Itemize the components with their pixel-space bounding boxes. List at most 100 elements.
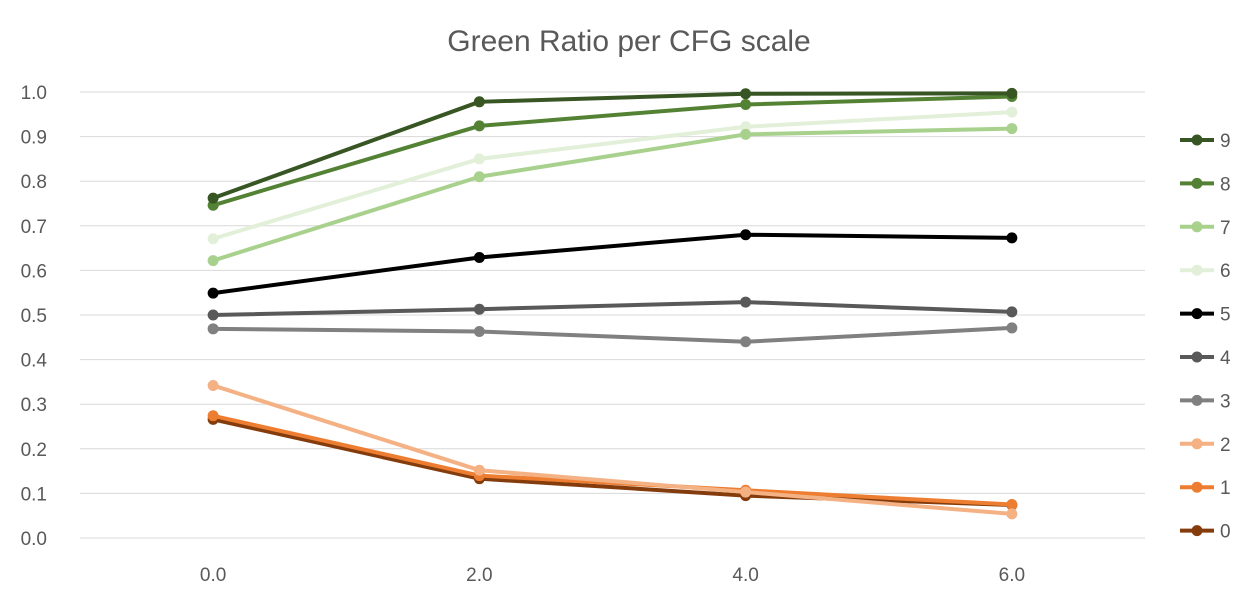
series-4 <box>207 296 1018 321</box>
data-point-5-1 <box>473 251 485 263</box>
data-point-3-1 <box>473 326 485 338</box>
series-2 <box>207 379 1018 520</box>
legend-label: 2 <box>1220 435 1231 456</box>
legend-label: 9 <box>1220 131 1231 152</box>
y-tick-label: 0.1 <box>21 484 47 505</box>
legend-label: 8 <box>1220 174 1231 195</box>
y-tick-label: 0.6 <box>21 261 47 282</box>
series-9 <box>207 87 1018 204</box>
data-point-5-3 <box>1006 232 1018 244</box>
series-1 <box>207 410 1018 511</box>
series-3 <box>207 322 1018 348</box>
legend-item-4: 4 <box>1180 348 1231 369</box>
series-line-8 <box>211 94 1014 208</box>
y-tick-label: 0.3 <box>21 395 47 416</box>
legend-label: 7 <box>1220 218 1231 239</box>
series-lines <box>207 87 1018 520</box>
legend-swatch-marker <box>1191 221 1203 233</box>
data-point-3-2 <box>740 336 752 348</box>
legend-swatch-marker <box>1191 264 1203 276</box>
series-6 <box>207 106 1018 245</box>
x-tick-label: 0.0 <box>200 565 226 586</box>
data-point-9-2 <box>740 88 752 100</box>
legend-swatch-marker <box>1191 438 1203 450</box>
chart-title: Green Ratio per CFG scale <box>447 25 810 58</box>
data-point-2-2 <box>740 486 752 498</box>
series-line-4 <box>211 300 1014 317</box>
y-tick-label: 1.0 <box>21 83 47 104</box>
series-line-2 <box>211 383 1014 516</box>
x-tick-label: 6.0 <box>999 565 1025 586</box>
y-tick-label: 0.9 <box>21 128 47 149</box>
legend-item-6: 6 <box>1180 261 1231 282</box>
legend-label: 5 <box>1220 305 1231 326</box>
series-line-3 <box>211 325 1014 344</box>
legend-label: 4 <box>1220 348 1231 369</box>
data-point-7-0 <box>207 255 219 267</box>
legend-swatch-marker <box>1191 177 1203 189</box>
data-point-7-1 <box>473 171 485 183</box>
legend-label: 6 <box>1220 261 1231 282</box>
legend-item-1: 1 <box>1180 478 1231 499</box>
y-tick-label: 0.8 <box>21 172 47 193</box>
data-point-9-1 <box>473 96 485 108</box>
legend-swatch-marker <box>1191 308 1203 320</box>
data-point-8-1 <box>473 120 485 132</box>
series-8 <box>207 90 1018 211</box>
data-point-4-1 <box>473 303 485 315</box>
legend-label: 1 <box>1220 478 1231 499</box>
data-point-7-3 <box>1006 123 1018 135</box>
series-0 <box>207 413 1018 511</box>
y-tick-label: 0.4 <box>21 351 48 372</box>
series-line-7 <box>211 126 1014 263</box>
legend-item-9: 9 <box>1180 131 1231 152</box>
legend-item-8: 8 <box>1180 174 1231 195</box>
y-axis-ticks: 0.0 0.1 0.2 0.3 0.4 0.5 0.6 0.7 0.8 0.9 1.0 <box>21 83 48 550</box>
legend-item-2: 2 <box>1180 435 1231 456</box>
y-tick-label: 0.0 <box>21 529 47 550</box>
legend-label: 3 <box>1220 391 1231 412</box>
series-line-9 <box>211 91 1014 201</box>
legend-label: 0 <box>1220 522 1231 543</box>
data-point-5-0 <box>207 287 219 299</box>
x-tick-label: 4.0 <box>732 565 758 586</box>
data-point-8-2 <box>740 98 752 110</box>
series-line-0 <box>211 417 1014 507</box>
legend-item-7: 7 <box>1180 218 1231 239</box>
series-5 <box>207 229 1018 299</box>
series-line-6 <box>211 110 1014 241</box>
data-point-3-3 <box>1006 322 1018 334</box>
data-point-5-2 <box>740 229 752 241</box>
data-point-2-0 <box>207 379 219 391</box>
data-point-6-1 <box>473 153 485 165</box>
data-point-3-0 <box>207 323 219 335</box>
series-7 <box>207 123 1018 267</box>
data-point-1-3 <box>1006 499 1018 511</box>
data-point-6-2 <box>740 121 752 133</box>
legend: 9 8 7 6 5 4 3 2 1 0 <box>1180 131 1231 543</box>
legend-swatch-marker <box>1191 481 1203 493</box>
data-point-9-3 <box>1006 87 1018 99</box>
series-line-1 <box>211 413 1014 507</box>
data-point-7-2 <box>740 128 752 140</box>
legend-swatch-marker <box>1191 351 1203 363</box>
legend-item-5: 5 <box>1180 305 1231 326</box>
y-tick-label: 0.7 <box>21 217 47 238</box>
data-point-2-1 <box>473 464 485 476</box>
series-line-5 <box>211 232 1014 296</box>
data-point-9-0 <box>207 192 219 204</box>
data-point-4-3 <box>1006 306 1018 318</box>
data-point-4-2 <box>740 296 752 308</box>
legend-swatch-marker <box>1191 394 1203 406</box>
legend-swatch-marker <box>1191 134 1203 146</box>
legend-item-0: 0 <box>1180 522 1231 543</box>
data-point-6-0 <box>207 233 219 245</box>
y-tick-label: 0.5 <box>21 306 47 327</box>
x-axis-ticks: 0.0 2.0 4.0 6.0 <box>200 565 1025 586</box>
legend-swatch-marker <box>1191 525 1203 537</box>
data-point-1-0 <box>207 410 219 422</box>
data-point-4-0 <box>207 309 219 321</box>
legend-item-3: 3 <box>1180 391 1231 412</box>
